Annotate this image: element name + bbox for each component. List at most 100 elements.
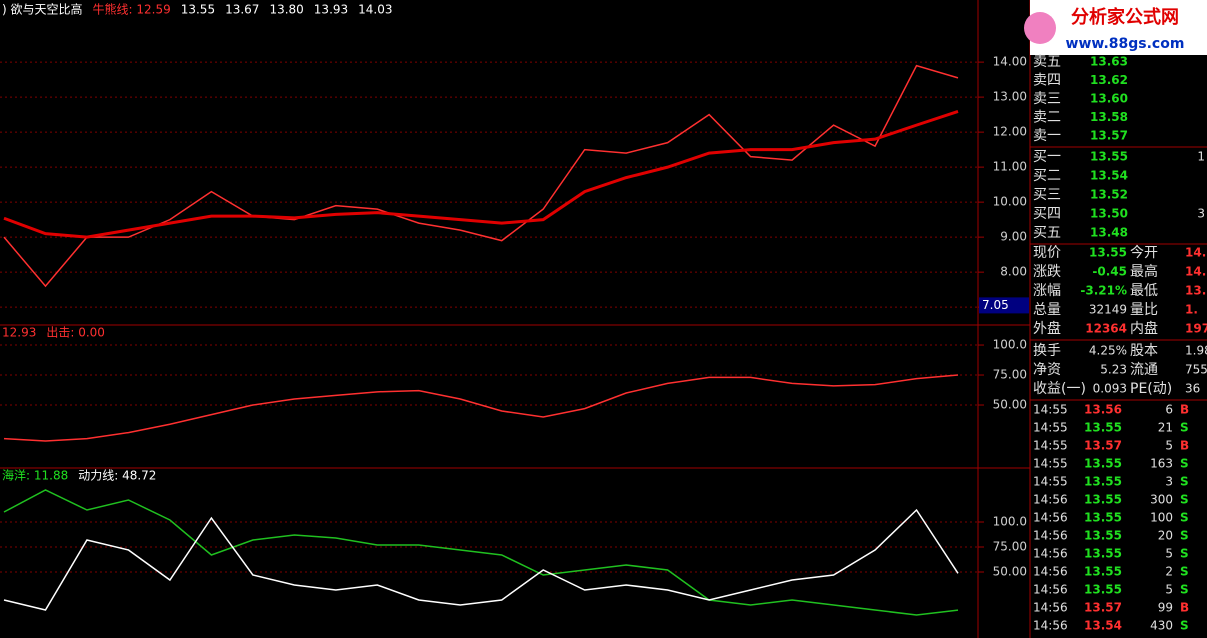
series-line: [3, 374, 959, 442]
quote-value: 1.98: [1185, 344, 1207, 358]
logo-url: www.88gs.com: [1066, 36, 1185, 52]
quote-value: 197: [1185, 322, 1207, 336]
logo-title: 分析家公式网: [1071, 6, 1179, 28]
bid-label: 买三: [1033, 187, 1061, 203]
tick-price: 13.56: [1084, 403, 1122, 417]
ask-price: 13.60: [1090, 92, 1128, 106]
legend-item: 13.55: [181, 3, 215, 17]
ask-price: 13.58: [1090, 110, 1128, 124]
tick-price: 13.55: [1084, 457, 1122, 471]
bid-volume: 1: [1197, 150, 1205, 164]
tick-time: 14:56: [1033, 529, 1068, 543]
quote-value: 1.: [1185, 303, 1198, 317]
tick-price: 13.54: [1084, 619, 1122, 633]
quote-label: 外盘: [1033, 320, 1061, 337]
legend-item: 13.80: [269, 3, 303, 17]
quote-label: 现价: [1033, 245, 1061, 261]
tick-time: 14:55: [1033, 457, 1068, 471]
tick-price: 13.55: [1084, 493, 1122, 507]
bid-label: 买四: [1033, 206, 1061, 222]
quote-label: 收益(一): [1033, 381, 1086, 397]
tick-time: 14:55: [1033, 475, 1068, 489]
tick-time: 14:56: [1033, 565, 1068, 579]
quote-value: 12364: [1085, 322, 1127, 336]
legend-item: 13.67: [225, 3, 259, 17]
tick-volume: 21: [1158, 421, 1173, 435]
bid-price: 13.48: [1090, 226, 1128, 240]
price-marker-box: [979, 297, 1029, 314]
quote-value: 36: [1185, 382, 1200, 396]
bid-volume: 3: [1197, 207, 1205, 221]
tick-volume: 5: [1165, 439, 1173, 453]
tick-time: 14:56: [1033, 511, 1068, 525]
quote-value: 5.23: [1100, 363, 1127, 377]
tick-volume: 6: [1165, 403, 1173, 417]
y-tick-label: 50.00: [993, 398, 1027, 412]
quote-label: 今开: [1130, 245, 1158, 261]
tick-side: S: [1180, 619, 1189, 633]
bid-price: 13.55: [1090, 150, 1128, 164]
logo-icon: [1024, 12, 1056, 44]
bid-label: 买五: [1033, 225, 1061, 241]
legend-item: 12.93: [2, 326, 36, 340]
series-line: [3, 489, 959, 616]
quote-value: 14.: [1185, 265, 1206, 279]
legend-item: 13.93: [314, 3, 348, 17]
quote-label: 净资: [1033, 362, 1061, 378]
legend-item: 出击: 0.00: [46, 326, 105, 340]
bid-label: 买二: [1033, 168, 1061, 184]
bid-price: 13.52: [1090, 188, 1128, 202]
tick-time: 14:56: [1033, 601, 1068, 615]
tick-side: S: [1180, 475, 1189, 489]
logo-box: [1030, 0, 1207, 55]
y-tick-label: 12.00: [993, 125, 1027, 139]
tick-price: 13.57: [1084, 439, 1122, 453]
tick-side: S: [1180, 511, 1189, 525]
bid-label: 买一: [1033, 149, 1061, 165]
tick-price: 13.55: [1084, 511, 1122, 525]
tick-volume: 100: [1150, 511, 1173, 525]
series-line: [3, 110, 959, 239]
tick-time: 14:56: [1033, 493, 1068, 507]
y-tick-label: 8.00: [1000, 265, 1027, 279]
tick-side: S: [1180, 565, 1189, 579]
quote-value: 14.: [1185, 246, 1206, 260]
y-tick-label: 9.00: [1000, 230, 1027, 244]
tick-time: 14:55: [1033, 403, 1068, 417]
tick-time: 14:55: [1033, 421, 1068, 435]
ask-price: 13.57: [1090, 129, 1128, 143]
tick-side: S: [1180, 529, 1189, 543]
legend-item: 海洋: 11.88: [2, 468, 68, 483]
quote-value: 13.: [1185, 284, 1206, 298]
quote-label: 量比: [1130, 302, 1158, 318]
ask-price: 13.63: [1090, 55, 1128, 69]
tick-side: B: [1180, 403, 1189, 417]
quote-label: 最高: [1130, 263, 1158, 280]
y-tick-label: 100.0: [993, 338, 1027, 352]
quote-label: PE(动): [1130, 381, 1172, 397]
quote-value: -3.21%: [1080, 284, 1127, 298]
quote-label: 股本: [1130, 343, 1158, 359]
ask-label: 卖三: [1033, 91, 1061, 107]
quote-value: 32149: [1089, 303, 1127, 317]
tick-time: 14:56: [1033, 583, 1068, 597]
tick-price: 13.55: [1084, 547, 1122, 561]
tick-volume: 3: [1165, 475, 1173, 489]
tick-side: S: [1180, 547, 1189, 561]
legend-item: 14.03: [358, 3, 392, 17]
tick-volume: 5: [1165, 547, 1173, 561]
ask-label: 卖一: [1033, 128, 1061, 144]
tick-volume: 2: [1165, 565, 1173, 579]
tick-volume: 163: [1150, 457, 1173, 471]
tick-volume: 99: [1158, 601, 1173, 615]
tick-time: 14:56: [1033, 547, 1068, 561]
y-tick-label: 13.00: [993, 90, 1027, 104]
y-tick-label: 75.00: [993, 540, 1027, 554]
price-marker: 7.05: [982, 298, 1009, 312]
ask-price: 13.62: [1090, 73, 1128, 87]
tick-price: 13.55: [1084, 529, 1122, 543]
quote-value: 7559: [1185, 363, 1207, 377]
bid-price: 13.50: [1090, 207, 1128, 221]
tick-price: 13.57: [1084, 601, 1122, 615]
